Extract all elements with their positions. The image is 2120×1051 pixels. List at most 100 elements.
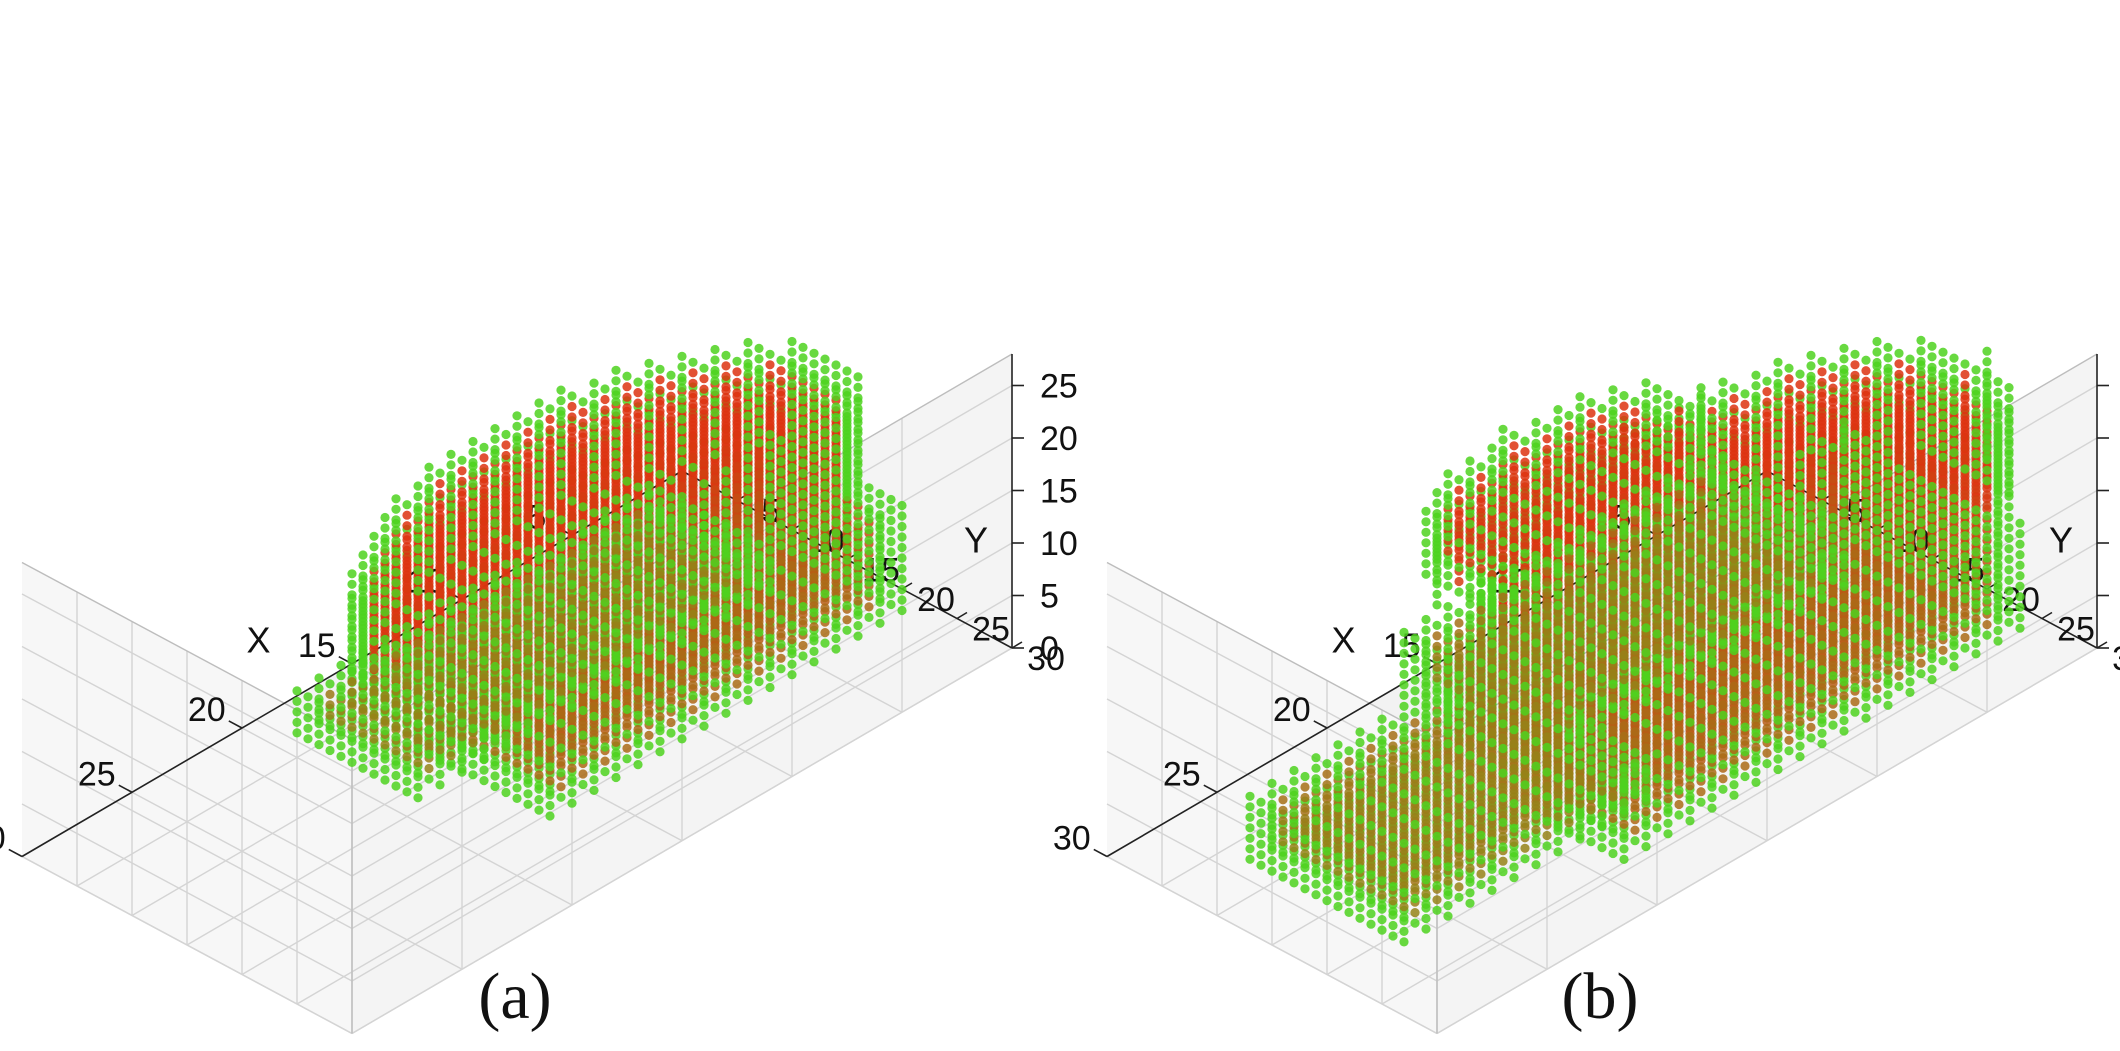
voxel-point — [633, 700, 643, 710]
voxel-point — [402, 573, 412, 583]
voxel-point — [600, 682, 610, 692]
voxel-point — [358, 753, 368, 763]
voxel-point — [743, 646, 753, 656]
voxel-point — [600, 707, 610, 717]
voxel-point — [534, 699, 544, 709]
voxel-point — [721, 659, 731, 669]
voxel-point — [688, 641, 698, 651]
voxel-point — [589, 775, 599, 785]
voxel-point — [446, 579, 456, 589]
voxel-point — [622, 704, 632, 715]
voxel-point — [369, 563, 379, 573]
voxel-point — [490, 735, 500, 746]
voxel-point — [391, 756, 401, 766]
voxel-point — [391, 588, 401, 598]
x-tick-label: 15 — [298, 627, 336, 665]
voxel-point — [435, 731, 445, 741]
voxel-point — [413, 523, 423, 533]
voxel-point — [710, 618, 720, 628]
voxel-point — [435, 780, 445, 790]
voxel-point — [358, 728, 368, 738]
voxel-point — [677, 685, 687, 695]
voxel-point — [479, 744, 489, 754]
voxel-point — [534, 795, 544, 805]
voxel-point — [490, 725, 500, 735]
voxel-point — [347, 600, 357, 610]
voxel-point — [512, 758, 522, 768]
voxel-point — [589, 711, 599, 722]
voxel-point — [413, 793, 423, 803]
voxel-point — [886, 568, 896, 578]
voxel-point — [567, 763, 577, 773]
voxel-point — [457, 732, 467, 742]
voxel-point — [765, 609, 775, 619]
voxel-point — [732, 630, 742, 640]
voxel-point — [424, 749, 434, 760]
x-tick-label: 25 — [78, 755, 116, 793]
voxel-point — [545, 716, 555, 726]
voxel-point — [369, 744, 379, 755]
voxel-point — [754, 627, 764, 638]
voxel-point — [776, 629, 786, 639]
voxel-point — [567, 692, 577, 702]
voxel-point — [842, 590, 852, 600]
voxel-point — [501, 717, 511, 727]
voxel-point — [732, 616, 742, 626]
voxel-point — [380, 554, 390, 565]
y-tick-mark — [1011, 641, 1023, 649]
voxel-point — [545, 800, 555, 811]
voxel-point — [622, 694, 632, 704]
voxel-point — [435, 755, 445, 765]
voxel-point — [732, 679, 742, 689]
voxel-point — [534, 770, 544, 780]
voxel-point — [655, 662, 665, 673]
voxel-point — [600, 767, 610, 777]
voxel-point — [864, 588, 874, 598]
voxel-point — [402, 594, 412, 604]
voxel-point — [501, 706, 511, 716]
voxel-point — [864, 602, 874, 612]
voxel-point — [523, 750, 533, 760]
caption-a: (a) — [478, 960, 551, 1033]
voxel-point — [512, 734, 522, 744]
z-tick-label: 15 — [1040, 473, 1078, 511]
voxel-point — [611, 748, 621, 758]
voxel-point — [391, 623, 401, 634]
voxel-point — [512, 744, 522, 754]
voxel-point — [501, 777, 511, 787]
voxel-point — [413, 586, 423, 596]
voxel-point — [446, 751, 456, 761]
voxel-point — [501, 559, 511, 569]
voxel-point — [468, 738, 478, 748]
voxel-point — [490, 746, 500, 757]
voxel-point — [457, 707, 467, 717]
voxel-point — [886, 494, 896, 505]
voxel-point — [798, 626, 808, 636]
wall-grid-z — [21, 803, 353, 982]
voxel-point — [875, 541, 885, 551]
y-tick-label: 25 — [972, 611, 1010, 649]
voxel-point — [446, 736, 456, 747]
voxel-point — [677, 709, 687, 719]
wall-grid-z — [21, 645, 353, 825]
voxel-point — [743, 621, 753, 632]
x-tick-mark — [228, 720, 243, 729]
voxel-point — [798, 651, 808, 661]
voxel-point — [534, 710, 544, 720]
voxel-point — [589, 725, 599, 736]
voxel-point — [501, 731, 511, 741]
voxel-point — [622, 729, 632, 739]
voxel-point — [589, 736, 599, 746]
voxel-point — [435, 720, 445, 730]
voxel-point — [897, 605, 907, 616]
voxel-point — [578, 695, 588, 705]
voxel-point — [644, 706, 654, 716]
voxel-point — [391, 599, 401, 609]
voxel-point — [358, 739, 368, 749]
voxel-point — [666, 668, 676, 678]
voxel-point — [622, 719, 632, 729]
voxel-point — [743, 611, 753, 621]
voxel-point — [479, 754, 489, 764]
voxel-point — [490, 757, 500, 767]
voxel-point — [897, 584, 907, 595]
